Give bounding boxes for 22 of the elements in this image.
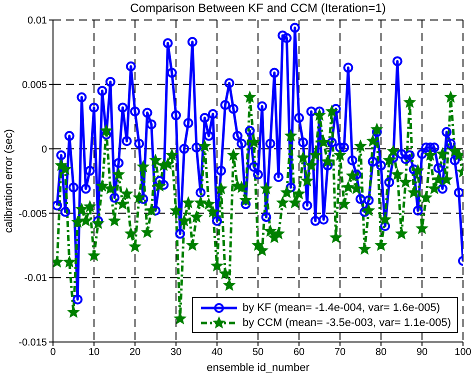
x-tick-label: 40 (211, 347, 223, 358)
y-tick-label: 0.005 (22, 80, 48, 91)
y-tick-label: 0.01 (28, 16, 48, 27)
legend-label: by KF (mean= -1.4e-004, var= 1.6e-005) (242, 302, 440, 314)
x-tick-label: 30 (170, 347, 182, 358)
y-tick-label: -0.015 (18, 338, 48, 349)
x-tick-label: 60 (293, 347, 305, 358)
x-tick-label: 10 (88, 347, 100, 358)
y-tick-label: -0.01 (24, 273, 48, 284)
y-tick-label: 0 (41, 144, 48, 156)
x-tick-label: 50 (252, 347, 264, 358)
x-tick-label: 90 (416, 347, 428, 358)
x-tick-label: 0 (50, 347, 56, 358)
y-axis-title: calibration error (sec) (2, 129, 15, 233)
x-tick-label: 80 (375, 347, 387, 358)
x-tick-label: 70 (334, 347, 346, 358)
x-axis-title: ensemble id_number (206, 362, 310, 373)
chart-title: Comparison Between KF and CCM (Iteration=1) (129, 1, 387, 15)
x-tick-label: 100 (454, 347, 472, 358)
y-tick-label: -0.005 (18, 208, 48, 220)
x-tick-label: 20 (129, 347, 141, 358)
legend-label: by CCM (mean= -3.5e-003, var= 1.1e-005) (242, 316, 451, 328)
